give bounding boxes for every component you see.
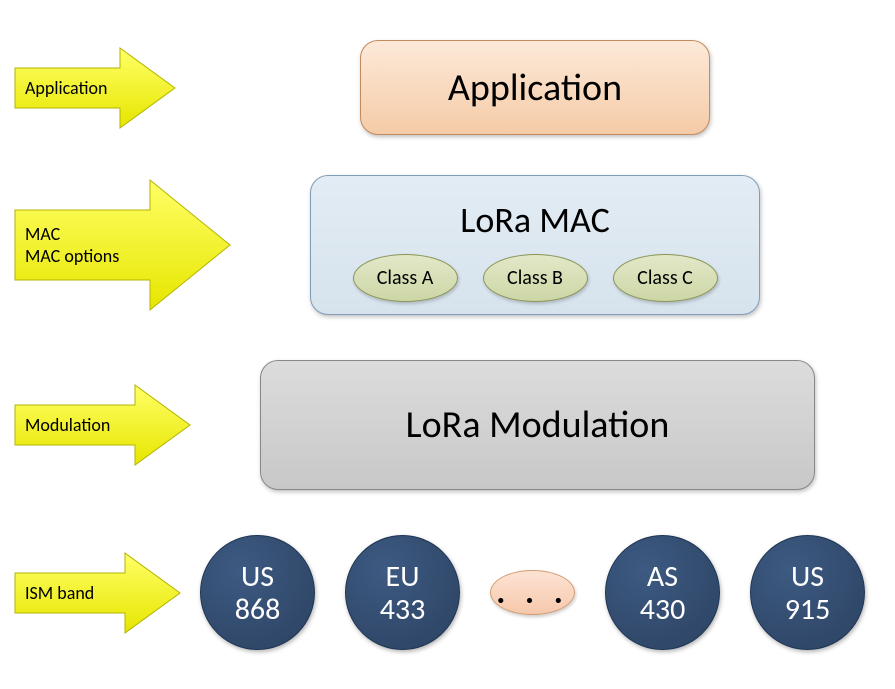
arrow-modulation: Modulation — [0, 380, 195, 470]
arrow-label-mac-1: MAC — [25, 223, 60, 245]
box-mac-label: LoRa MAC — [460, 198, 610, 242]
ism-circle-us868: US 868 — [200, 535, 315, 650]
ism-circle-as430: AS 430 — [605, 535, 720, 650]
arrow-label-modulation: Modulation — [25, 414, 110, 436]
layer-modulation: Modulation LoRa Modulation — [0, 360, 815, 490]
box-modulation: LoRa Modulation — [260, 360, 815, 490]
box-modulation-label: LoRa Modulation — [406, 402, 670, 448]
arrow-ism: ISM band — [0, 548, 185, 638]
box-mac: LoRa MAC Class A Class B Class C — [310, 175, 760, 315]
ism-circle-us915: US 915 — [750, 535, 865, 650]
arrow-mac: MAC MAC options — [0, 175, 235, 315]
ism-dots: . . . — [490, 570, 575, 615]
layer-application: Application Application — [0, 40, 710, 135]
class-row: Class A Class B Class C — [353, 254, 718, 302]
ism-band-row: US 868 EU 433 . . . AS 430 US 915 — [200, 535, 865, 650]
class-a: Class A — [353, 254, 458, 302]
arrow-application: Application — [0, 43, 180, 133]
arrow-label-ism: ISM band — [25, 582, 94, 604]
box-application: Application — [360, 40, 710, 135]
class-b: Class B — [483, 254, 588, 302]
box-application-label: Application — [448, 65, 622, 111]
ism-circle-eu433: EU 433 — [345, 535, 460, 650]
layer-mac: MAC MAC options LoRa MAC Class A Class B… — [0, 175, 760, 315]
arrow-label-mac-2: MAC options — [25, 245, 119, 267]
layer-ism: ISM band US 868 EU 433 . . . AS 430 US 9… — [0, 535, 865, 650]
arrow-label-application: Application — [25, 77, 108, 99]
class-c: Class C — [613, 254, 718, 302]
